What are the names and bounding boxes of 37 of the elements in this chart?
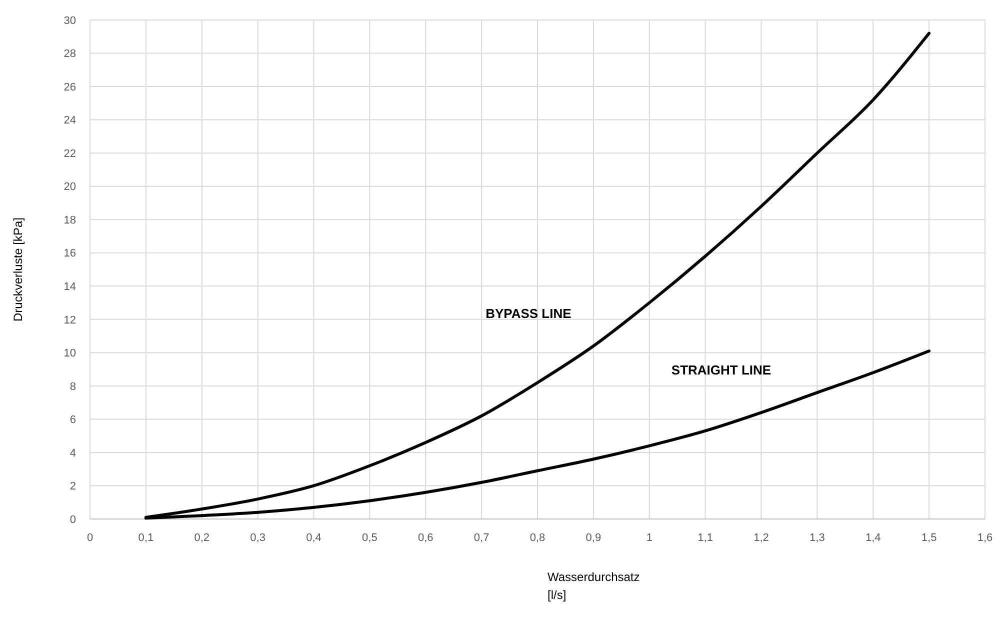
x-tick-label: 0 <box>86 532 94 544</box>
x-tick-label: 0,5 <box>362 532 378 544</box>
y-tick-label: 22 <box>64 148 76 160</box>
x-tick-label: 1,6 <box>977 532 993 544</box>
y-tick-label: 26 <box>64 81 76 94</box>
text: STRAIGHT LINE <box>671 362 772 378</box>
y-tick-label: 24 <box>64 114 76 127</box>
x-tick-label: 0,1 <box>138 532 154 544</box>
y-axis-title: Druckverluste [kPa] <box>11 217 25 322</box>
x-tick-label: 0,9 <box>586 532 602 544</box>
y-tick-label: 30 <box>64 14 76 27</box>
y-tick-label: 18 <box>64 214 76 226</box>
x-tick-label: 0,3 <box>250 532 266 544</box>
x-tick-label: 0,6 <box>418 532 434 544</box>
y-tick-label: 0 <box>70 514 76 526</box>
y-tick-label: 12 <box>64 314 76 326</box>
x-tick-label: 1 <box>646 532 652 544</box>
x-tick-label: 1,1 <box>698 532 713 544</box>
x-tick-label: 1,2 <box>754 532 769 544</box>
x-tick-label: 0,4 <box>306 532 322 544</box>
y-tick-label: 28 <box>64 48 76 60</box>
y-tick-label: 2 <box>70 480 76 493</box>
y-tick-label: 6 <box>70 414 76 426</box>
y-tick-label: 20 <box>64 181 76 194</box>
y-tick-label: 10 <box>64 348 76 360</box>
x-tick-label: 0,2 <box>194 532 210 544</box>
y-tick-label: 8 <box>70 380 76 393</box>
x-tick-label: 1,3 <box>810 532 825 544</box>
x-tick-label: 1,4 <box>865 532 881 544</box>
y-tick-label: 4 <box>70 447 76 460</box>
text: BYPASS LINE <box>486 306 572 322</box>
x-tick-label: 1,5 <box>921 532 937 544</box>
y-tick-label: 16 <box>64 248 76 260</box>
y-tick-label: 14 <box>64 280 76 293</box>
x-axis-title: Wasserdurchsatz [l/s] <box>548 570 640 602</box>
x-tick-label: 0,7 <box>474 532 490 544</box>
x-tick-label: 0,8 <box>530 532 546 544</box>
